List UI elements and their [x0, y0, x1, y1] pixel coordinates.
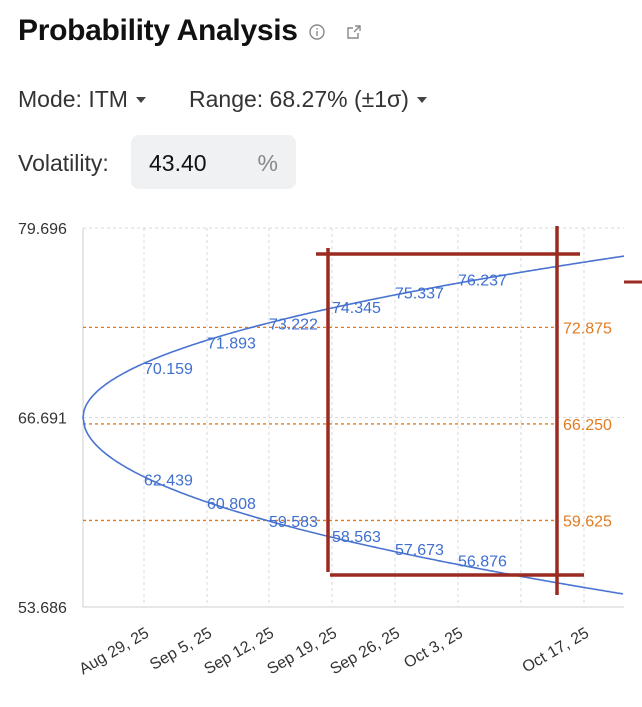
reference-lines: [83, 326, 557, 522]
probability-cone-curve: [82, 255, 625, 595]
x-tick-label: Oct 17, 25: [520, 625, 593, 677]
lower-point-label: 57.673: [395, 542, 444, 559]
upper-point-label: 71.893: [207, 336, 256, 353]
lower-point-label: 60.808: [207, 496, 256, 513]
share-icon[interactable]: [346, 24, 362, 40]
y-tick-label: 66.691: [18, 411, 67, 428]
upper-point-label: 76.237: [458, 272, 507, 289]
lower-point-label: 62.439: [144, 472, 193, 489]
volatility-field[interactable]: %: [131, 135, 296, 189]
chevron-down-icon: [135, 96, 146, 103]
y-tick-label: 53.686: [18, 600, 67, 617]
upper-point-label: 73.222: [269, 316, 318, 333]
upper-point-label: 75.337: [395, 286, 444, 303]
volatility-unit: %: [257, 150, 278, 176]
lower-point-label: 59.583: [269, 514, 318, 531]
volatility-input[interactable]: [149, 150, 239, 177]
reference-label: 72.875: [563, 320, 612, 337]
volatility-label: Volatility:: [18, 150, 109, 176]
y-axis-labels: 79.696 66.691 53.686: [18, 221, 67, 617]
x-tick-label: Aug 29, 25: [76, 625, 152, 678]
x-tick-label: Sep 26, 25: [327, 625, 403, 678]
x-tick-label: Sep 19, 25: [264, 625, 340, 678]
overlay-markup: [316, 226, 642, 595]
reference-label: 66.250: [563, 417, 612, 434]
reference-label: 59.625: [563, 513, 612, 530]
lower-point-label: 56.876: [458, 554, 507, 571]
lower-point-label: 58.563: [332, 529, 381, 546]
x-tick-label: Oct 3, 25: [401, 625, 466, 672]
y-tick-label: 79.696: [18, 221, 67, 238]
upper-point-label: 70.159: [144, 361, 193, 378]
upper-point-label: 74.345: [332, 300, 381, 317]
range-dropdown[interactable]: Range: 68.27% (±1σ): [189, 86, 427, 113]
mode-dropdown[interactable]: Mode: ITM: [18, 86, 146, 113]
reference-labels: 72.875 66.250 59.625: [563, 320, 612, 530]
grid: [82, 227, 624, 608]
chevron-down-icon: [416, 96, 427, 103]
x-tick-label: Sep 12, 25: [201, 625, 277, 678]
page-title: Probability Analysis: [18, 14, 298, 47]
mode-label: Mode: ITM: [18, 86, 128, 112]
info-circle-icon[interactable]: [309, 24, 325, 40]
point-labels: 70.159 71.893 73.222 74.345 75.337 76.237 62.4…: [144, 272, 507, 570]
range-label: Range: 68.27% (±1σ): [189, 86, 409, 112]
